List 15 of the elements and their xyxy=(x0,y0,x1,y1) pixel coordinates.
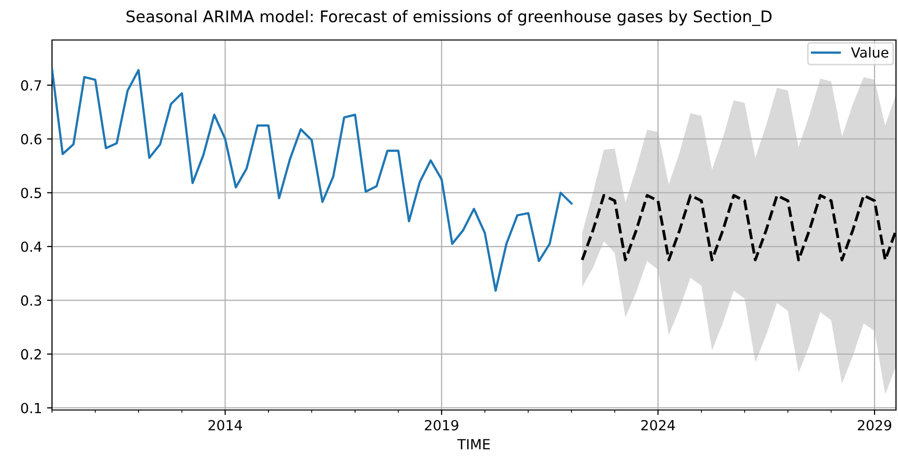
y-tick-label: 0.3 xyxy=(21,295,42,306)
line-series xyxy=(52,68,573,292)
y-tick-label: 0.2 xyxy=(21,349,41,360)
x-tick-label: 2019 xyxy=(424,420,458,430)
legend-label: Value xyxy=(851,46,888,58)
x-tick-label: 2024 xyxy=(641,420,675,430)
y-tick-label: 0.5 xyxy=(21,188,42,198)
y-tick-label: 0.7 xyxy=(21,80,42,91)
y-tick-label: 0.4 xyxy=(21,241,42,252)
chart-title: Seasonal ARIMA model: Forecast of emissions of greenhouse gases by Section_D xyxy=(126,10,772,26)
x-axis-title: TIME xyxy=(457,439,490,450)
y-tick-label: 0.1 xyxy=(21,402,41,414)
x-tick-label: 2029 xyxy=(858,420,892,430)
x-tick-label: 2014 xyxy=(208,420,242,430)
y-tick-label: 0.6 xyxy=(21,134,42,144)
